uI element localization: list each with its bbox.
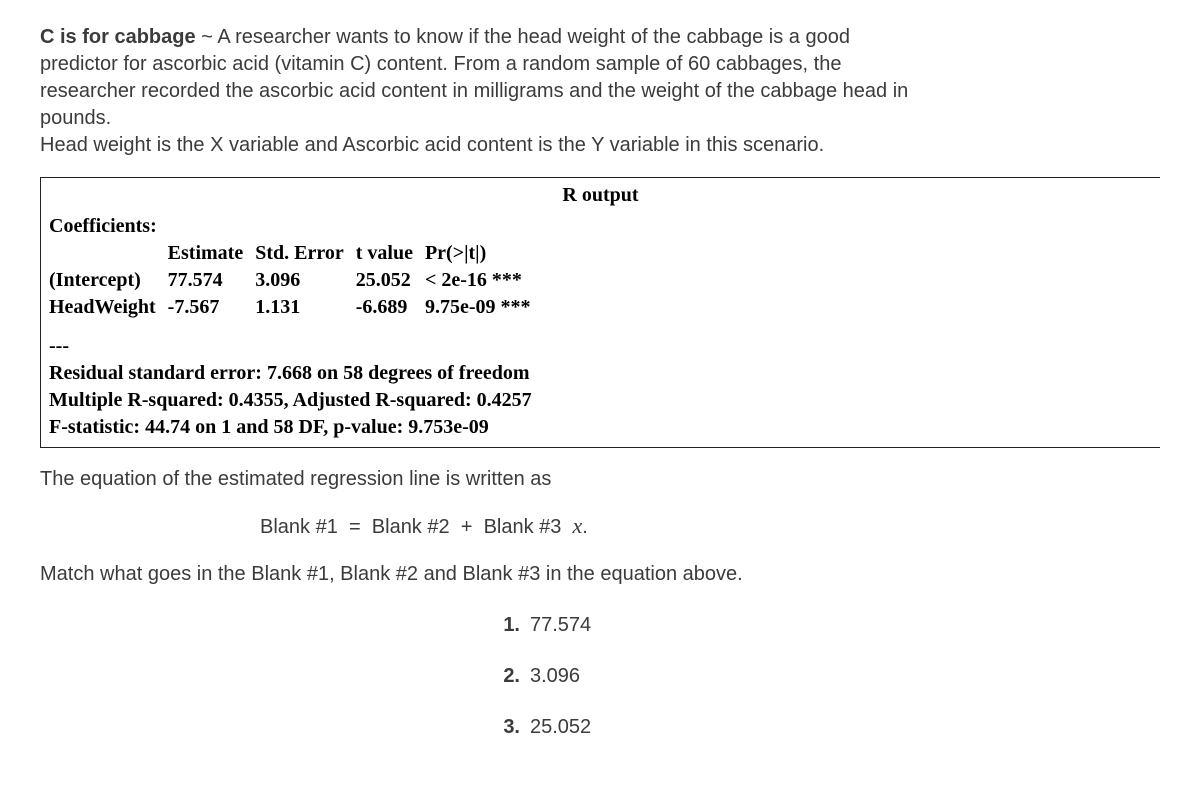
row-se: 3.096 bbox=[255, 267, 356, 294]
eq-blank2: Blank #2 bbox=[372, 516, 450, 538]
eq-blank1: Blank #1 bbox=[260, 516, 338, 538]
intro-tilde: ~ bbox=[201, 26, 213, 48]
sig-divider: --- bbox=[49, 333, 1152, 360]
residual-se: Residual standard error: 7.668 on 58 deg… bbox=[49, 360, 1152, 387]
row-p: < 2e-16 *** bbox=[425, 267, 543, 294]
intro-text: C is for cabbage ~ A researcher wants to… bbox=[40, 24, 920, 159]
hdr-pvalue: Pr(>|t|) bbox=[425, 240, 543, 267]
coefficients-table: Estimate Std. Error t value Pr(>|t|) (In… bbox=[49, 240, 543, 321]
eq-plus: + bbox=[461, 516, 473, 538]
list-item[interactable]: 3. 25.052 bbox=[40, 714, 1160, 741]
coefficients-label: Coefficients: bbox=[49, 213, 1152, 240]
eq-dot: . bbox=[582, 516, 588, 538]
row-se: 1.131 bbox=[255, 294, 356, 321]
hdr-tvalue: t value bbox=[356, 240, 425, 267]
row-est: -7.567 bbox=[168, 294, 256, 321]
match-prompt: Match what goes in the Blank #1, Blank #… bbox=[40, 561, 1160, 588]
intro-body2: Head weight is the X variable and Ascorb… bbox=[40, 134, 824, 156]
eq-x-var: x bbox=[573, 513, 583, 538]
option-number: 3. bbox=[40, 714, 530, 741]
table-row: HeadWeight -7.567 1.131 -6.689 9.75e-09 … bbox=[49, 294, 543, 321]
hdr-stderr: Std. Error bbox=[255, 240, 356, 267]
option-number: 2. bbox=[40, 663, 530, 690]
row-t: -6.689 bbox=[356, 294, 425, 321]
list-item[interactable]: 1. 77.574 bbox=[40, 612, 1160, 639]
r-output-box: R output Coefficients: Estimate Std. Err… bbox=[40, 177, 1160, 448]
output-title: R output bbox=[49, 182, 1152, 209]
row-p: 9.75e-09 *** bbox=[425, 294, 543, 321]
eq-blank3: Blank #3 bbox=[484, 516, 562, 538]
spacer bbox=[49, 321, 1152, 333]
list-item[interactable]: 2. 3.096 bbox=[40, 663, 1160, 690]
option-value: 3.096 bbox=[530, 663, 580, 690]
option-number: 1. bbox=[40, 612, 530, 639]
coef-header-row: Estimate Std. Error t value Pr(>|t|) bbox=[49, 240, 543, 267]
hdr-estimate: Estimate bbox=[168, 240, 256, 267]
f-statistic: F-statistic: 44.74 on 1 and 58 DF, p-val… bbox=[49, 414, 1152, 441]
option-list: 1. 77.574 2. 3.096 3. 25.052 bbox=[40, 612, 1160, 741]
table-row: (Intercept) 77.574 3.096 25.052 < 2e-16 … bbox=[49, 267, 543, 294]
row-name: (Intercept) bbox=[49, 267, 168, 294]
equation-prompt: The equation of the estimated regression… bbox=[40, 466, 1160, 493]
option-value: 25.052 bbox=[530, 714, 591, 741]
intro-lead: C is for cabbage bbox=[40, 26, 196, 48]
option-value: 77.574 bbox=[530, 612, 591, 639]
row-t: 25.052 bbox=[356, 267, 425, 294]
eq-equals: = bbox=[349, 516, 361, 538]
row-est: 77.574 bbox=[168, 267, 256, 294]
equation-template: Blank #1 = Blank #2 + Blank #3 x. bbox=[40, 511, 1160, 541]
r-squared: Multiple R-squared: 0.4355, Adjusted R-s… bbox=[49, 387, 1152, 414]
row-name: HeadWeight bbox=[49, 294, 168, 321]
